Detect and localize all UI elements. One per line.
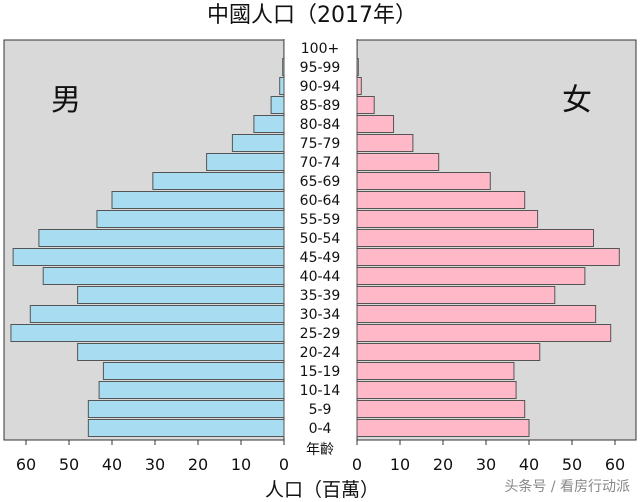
watermark: 头条号 / 看房行动派 bbox=[504, 479, 630, 495]
age-label-60-64: 60-64 bbox=[300, 193, 341, 209]
female-x-tick: 60 bbox=[605, 455, 625, 474]
age-label-65-69: 65-69 bbox=[300, 174, 341, 190]
age-label-0-4: 0-4 bbox=[309, 421, 332, 437]
age-label-80-84: 80-84 bbox=[300, 117, 341, 133]
female-bar-35-39 bbox=[356, 286, 556, 304]
male-bar-55-59 bbox=[96, 210, 285, 228]
male-x-tick: 0 bbox=[279, 455, 289, 474]
male-bar-25-29 bbox=[10, 324, 285, 342]
female-x-tick: 10 bbox=[390, 455, 410, 474]
female-bar-15-19 bbox=[356, 362, 515, 380]
age-label-25-29: 25-29 bbox=[300, 326, 341, 342]
male-bar-90-94 bbox=[279, 77, 285, 95]
male-bar-95-99 bbox=[282, 58, 285, 76]
male-bar-80-84 bbox=[253, 115, 285, 133]
age-label-35-39: 35-39 bbox=[300, 288, 341, 304]
male-x-tick: 60 bbox=[16, 455, 36, 474]
age-label-95-99: 95-99 bbox=[300, 60, 341, 76]
age-label-50-54: 50-54 bbox=[300, 231, 341, 247]
female-bar-60-64 bbox=[356, 191, 526, 209]
female-bar-45-49 bbox=[356, 248, 620, 266]
female-bar-30-34 bbox=[356, 305, 597, 323]
age-label-15-19: 15-19 bbox=[300, 364, 341, 380]
female-bar-65-69 bbox=[356, 172, 491, 190]
female-x-tick: 0 bbox=[352, 455, 362, 474]
male-bar-45-49 bbox=[12, 248, 285, 266]
female-bar-55-59 bbox=[356, 210, 539, 228]
chart-title: 中國人口（2017年） bbox=[207, 3, 417, 28]
male-bar-60-64 bbox=[111, 191, 285, 209]
male-bar-70-74 bbox=[206, 153, 285, 171]
female-bar-10-14 bbox=[356, 381, 517, 399]
female-bar-70-74 bbox=[356, 153, 440, 171]
male-x-tick: 40 bbox=[102, 455, 122, 474]
male-bar-10-14 bbox=[98, 381, 285, 399]
male-bar-50-54 bbox=[38, 229, 285, 247]
age-label-10-14: 10-14 bbox=[300, 383, 341, 399]
male-bar-85-89 bbox=[270, 96, 285, 114]
x-axis-label: 人口（百萬） bbox=[265, 479, 379, 501]
age-label-100+: 100+ bbox=[301, 41, 339, 57]
male-label: 男 bbox=[51, 83, 81, 118]
male-x-tick: 20 bbox=[188, 455, 208, 474]
age-label-20-24: 20-24 bbox=[300, 345, 341, 361]
female-bar-50-54 bbox=[356, 229, 594, 247]
male-bar-75-79 bbox=[231, 134, 285, 152]
age-label-5-9: 5-9 bbox=[309, 402, 332, 418]
female-bar-5-9 bbox=[356, 400, 526, 418]
age-axis-label: 年齡 bbox=[306, 442, 334, 458]
age-label-40-44: 40-44 bbox=[300, 269, 341, 285]
female-bar-40-44 bbox=[356, 267, 586, 285]
female-bar-0-4 bbox=[356, 419, 530, 437]
female-bar-90-94 bbox=[356, 77, 362, 95]
male-bar-65-69 bbox=[152, 172, 285, 190]
age-label-75-79: 75-79 bbox=[300, 136, 341, 152]
age-label-90-94: 90-94 bbox=[300, 79, 341, 95]
female-bar-75-79 bbox=[356, 134, 414, 152]
male-x-tick: 30 bbox=[145, 455, 165, 474]
male-bar-40-44 bbox=[42, 267, 285, 285]
age-label-85-89: 85-89 bbox=[300, 98, 341, 114]
female-bar-80-84 bbox=[356, 115, 395, 133]
female-x-tick: 20 bbox=[433, 455, 453, 474]
male-bar-20-24 bbox=[77, 343, 285, 361]
female-x-tick: 40 bbox=[519, 455, 539, 474]
age-label-45-49: 45-49 bbox=[300, 250, 341, 266]
male-bar-5-9 bbox=[87, 400, 285, 418]
female-bar-95-99 bbox=[356, 58, 359, 76]
female-bar-20-24 bbox=[356, 343, 541, 361]
age-label-70-74: 70-74 bbox=[300, 155, 341, 171]
female-label: 女 bbox=[562, 83, 592, 118]
male-bar-0-4 bbox=[87, 419, 285, 437]
male-bar-15-19 bbox=[102, 362, 285, 380]
male-x-tick: 50 bbox=[59, 455, 79, 474]
male-bar-30-34 bbox=[29, 305, 285, 323]
male-bar-35-39 bbox=[77, 286, 285, 304]
female-bar-25-29 bbox=[356, 324, 612, 342]
female-bar-85-89 bbox=[356, 96, 375, 114]
female-x-tick: 50 bbox=[562, 455, 582, 474]
female-x-tick: 30 bbox=[476, 455, 496, 474]
male-x-tick: 10 bbox=[231, 455, 251, 474]
age-label-30-34: 30-34 bbox=[300, 307, 341, 323]
age-label-55-59: 55-59 bbox=[300, 212, 341, 228]
